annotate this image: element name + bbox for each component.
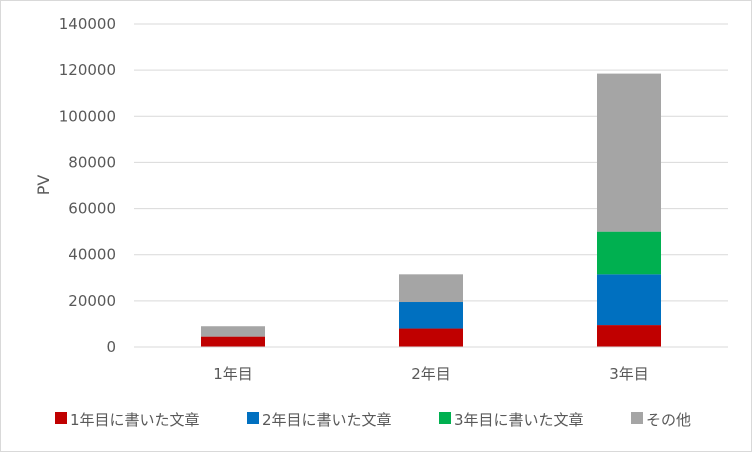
- bar-segment: [597, 73, 661, 232]
- y-tick-label: 60000: [68, 200, 116, 218]
- bars: [201, 73, 661, 347]
- x-tick-label: 1年目: [213, 365, 253, 383]
- bar-segment: [201, 336, 265, 347]
- legend-label: 1年目に書いた文章: [70, 411, 200, 429]
- legend: 1年目に書いた文章 2年目に書いた文章 3年目に書いた文章 その他: [55, 411, 691, 429]
- y-tick-label: 140000: [59, 15, 116, 33]
- legend-swatch: [55, 412, 67, 424]
- legend-label: 2年目に書いた文章: [262, 411, 392, 429]
- y-axis-title: PV: [34, 175, 53, 196]
- x-tick-label: 3年目: [609, 365, 649, 383]
- legend-swatch: [631, 412, 643, 424]
- y-tick-label: 20000: [68, 292, 116, 310]
- legend-swatch: [439, 412, 451, 424]
- bar-segment: [399, 274, 463, 303]
- axes: 0 20000 40000 60000 80000 100000 120000 140000 1…: [59, 15, 728, 383]
- bar-segment: [597, 274, 661, 326]
- legend-label: 3年目に書いた文章: [454, 411, 584, 429]
- y-tick-label: 120000: [59, 61, 116, 79]
- y-tick-label: 40000: [68, 246, 116, 264]
- bar-segment: [597, 325, 661, 347]
- bar-segment: [201, 326, 265, 337]
- bar-segment: [399, 328, 463, 347]
- y-tick-label: 0: [106, 338, 116, 356]
- legend-swatch: [247, 412, 259, 424]
- bar-segment: [597, 231, 661, 275]
- y-tick-label: 80000: [68, 153, 116, 171]
- x-tick-label: 2年目: [411, 365, 451, 383]
- y-tick-label: 100000: [59, 107, 116, 125]
- bar-segment: [399, 302, 463, 329]
- legend-label: その他: [646, 411, 691, 429]
